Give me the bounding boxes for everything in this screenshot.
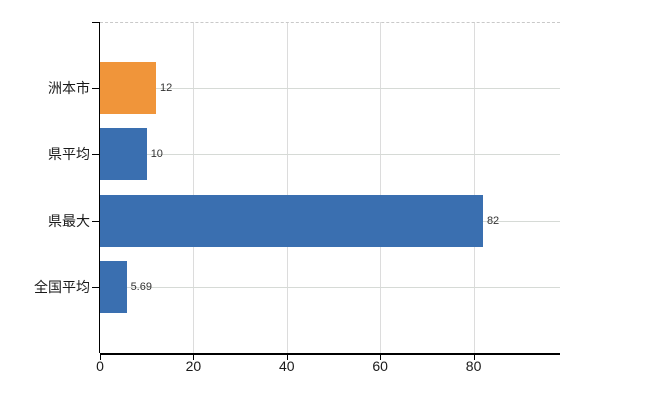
- bar-value-label: 10: [150, 148, 163, 161]
- y-axis-tick-mark: [91, 220, 99, 222]
- category-tick-label: 県最大: [48, 212, 90, 229]
- x-tick-label: 80: [465, 358, 482, 374]
- y-axis-tick-mark: [91, 88, 99, 89]
- bar-value-label: 82: [486, 214, 500, 227]
- h-gridline: [100, 88, 560, 89]
- x-axis-line: [100, 353, 560, 355]
- h-gridline: [100, 286, 560, 288]
- bar-value-label: 12: [160, 82, 173, 94]
- x-axis-tick-mark: [380, 354, 382, 360]
- plot-top-dashed-border: [100, 22, 560, 23]
- y-axis-top-tick-mark: [91, 22, 99, 23]
- x-tick-label: 60: [372, 358, 388, 374]
- x-axis-tick-mark: [193, 354, 195, 360]
- bar: [100, 194, 483, 247]
- category-tick-label: 洲本市: [48, 80, 90, 96]
- x-axis-tick-mark: [100, 354, 101, 360]
- y-axis-tick-mark: [91, 154, 99, 156]
- bar-value-label: 5.69: [130, 280, 152, 293]
- v-gridline: [286, 22, 288, 353]
- v-gridline: [473, 22, 475, 353]
- x-tick-label: 0: [96, 358, 104, 374]
- bar: [100, 62, 157, 114]
- y-axis-tick-mark: [91, 286, 99, 288]
- x-tick-label: 40: [279, 358, 295, 374]
- h-gridline: [100, 154, 560, 156]
- bar: [100, 128, 147, 181]
- x-tick-label: 20: [185, 358, 202, 374]
- v-gridline: [380, 22, 382, 353]
- bar: [100, 260, 127, 313]
- category-tick-label: 全国平均: [34, 278, 90, 295]
- x-axis-tick-mark: [286, 354, 288, 360]
- category-tick-label: 県平均: [48, 146, 90, 163]
- v-gridline: [193, 22, 195, 353]
- plot-area: 12 10 82 5.69: [91, 22, 560, 360]
- x-axis-tick-mark: [473, 354, 475, 360]
- y-axis-line: [98, 22, 100, 353]
